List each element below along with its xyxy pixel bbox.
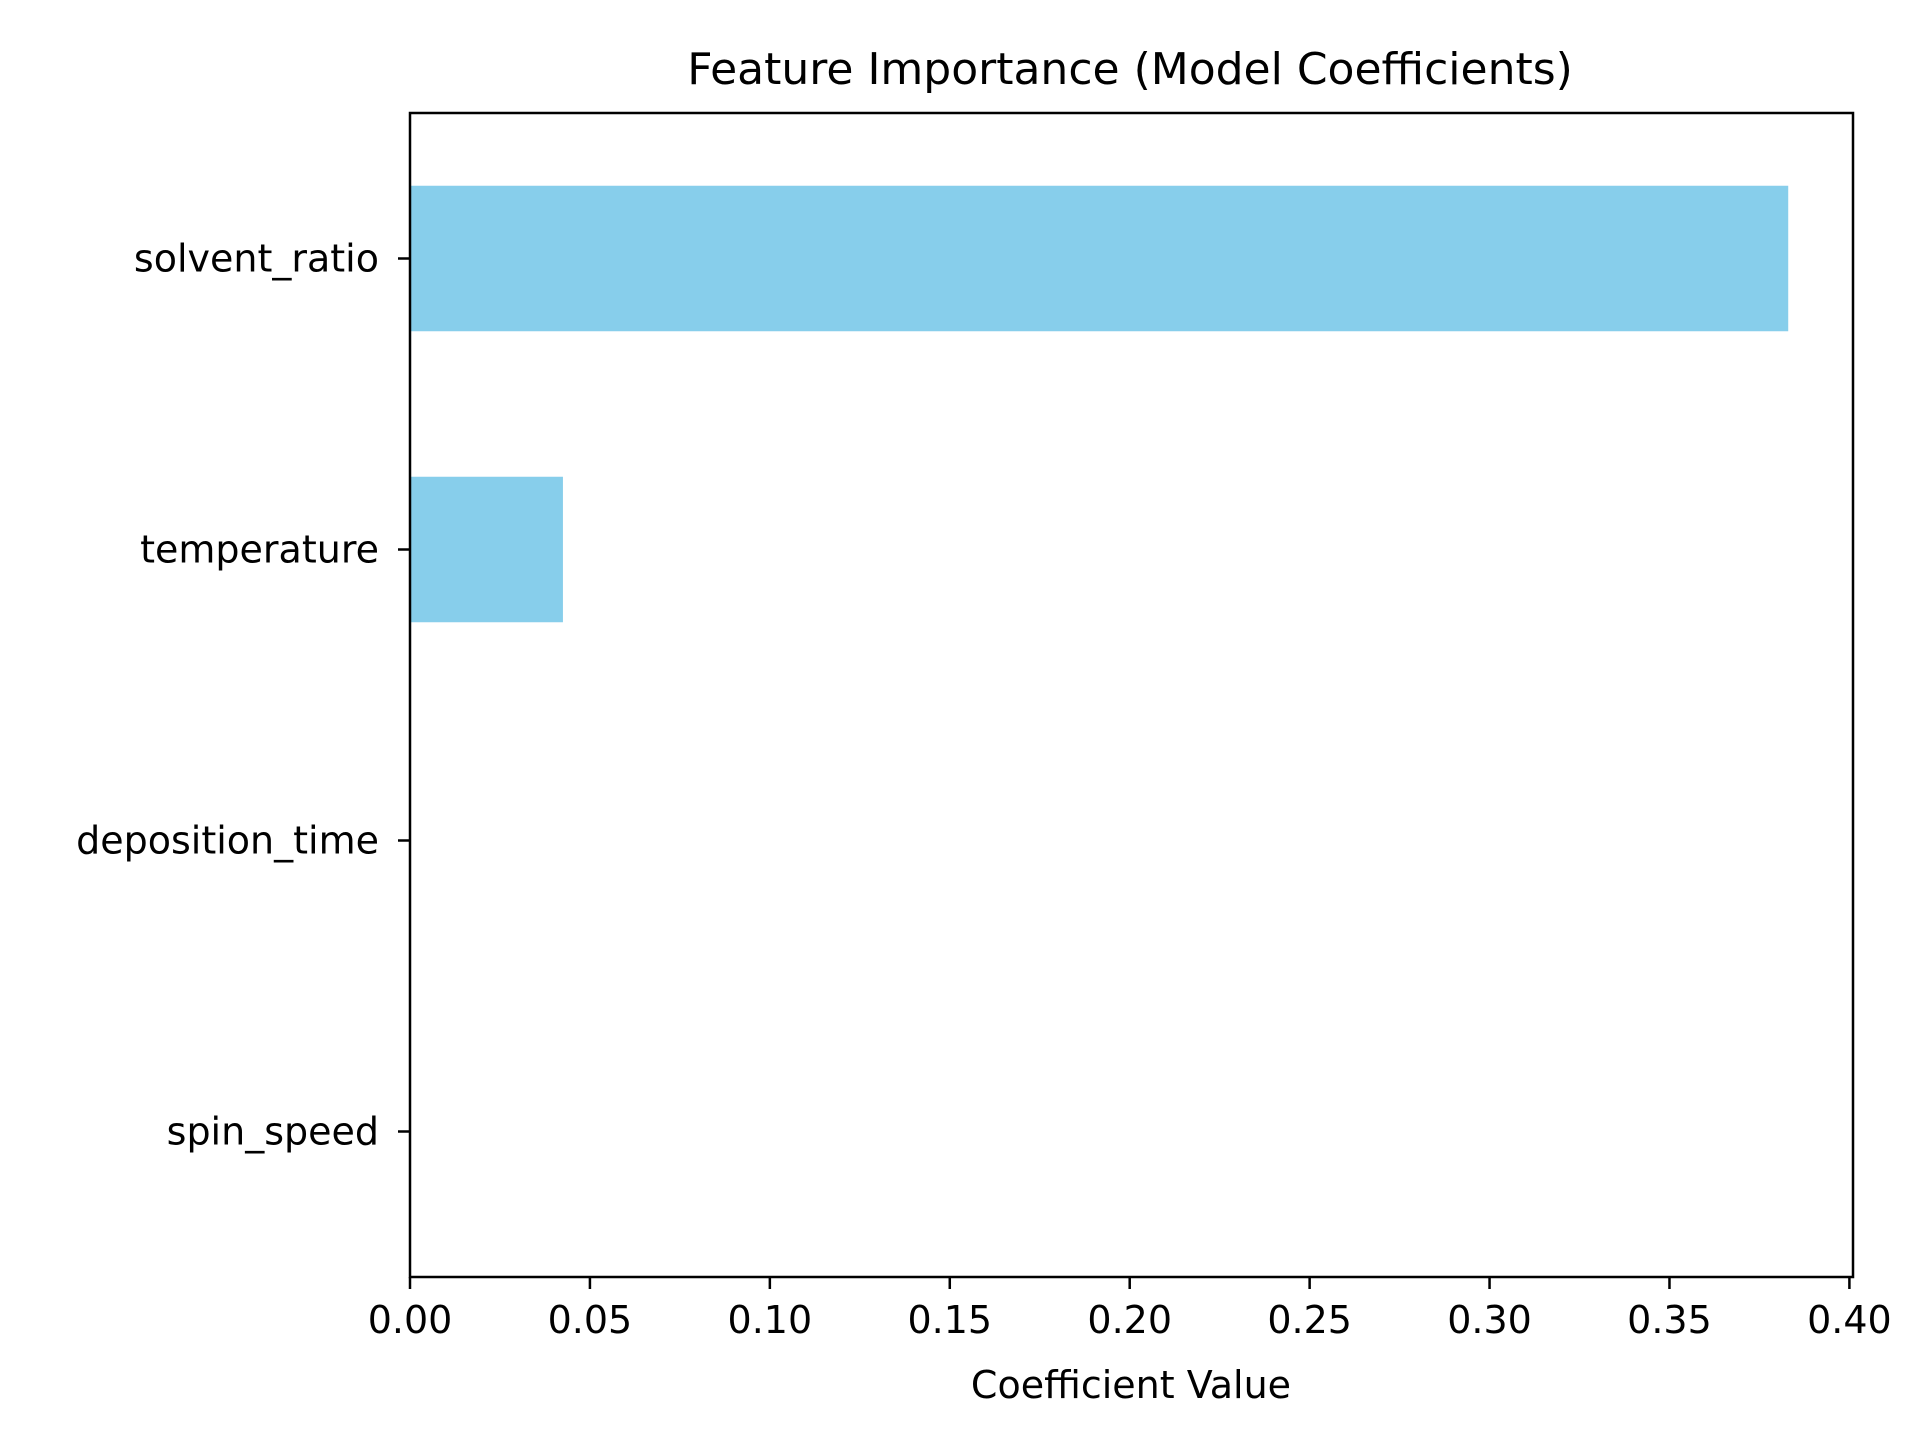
bar-temperature: [410, 476, 563, 623]
x-tick-label: 0.05: [548, 1298, 633, 1342]
bar-series: [410, 185, 1789, 623]
axis-ticks: solvent_ratio temperature deposition_times…: [76, 237, 1892, 1343]
x-tick-label: 0.10: [728, 1298, 813, 1342]
y-tick-label: deposition_time: [76, 819, 379, 863]
x-tick-label: 0.25: [1267, 1298, 1352, 1342]
chart-title: Feature Importance (Model Coefficients): [687, 44, 1573, 95]
plot-frame: [408, 111, 1855, 1279]
x-axis-label: Coefficient Value: [971, 1363, 1291, 1407]
x-tick-label: 0.35: [1627, 1298, 1712, 1342]
y-tick-label: spin_speed: [167, 1110, 379, 1154]
y-tick-label: temperature: [140, 528, 379, 572]
x-tick-label: 0.20: [1087, 1298, 1172, 1342]
bar-solvent-ratio: [410, 185, 1789, 332]
x-tick-label: 0.30: [1447, 1298, 1532, 1342]
x-tick-label: 0.40: [1807, 1298, 1892, 1342]
x-tick-label: 0.15: [907, 1298, 992, 1342]
x-tick-label: 0.00: [368, 1298, 453, 1342]
y-tick-label: solvent_ratio: [134, 237, 379, 281]
